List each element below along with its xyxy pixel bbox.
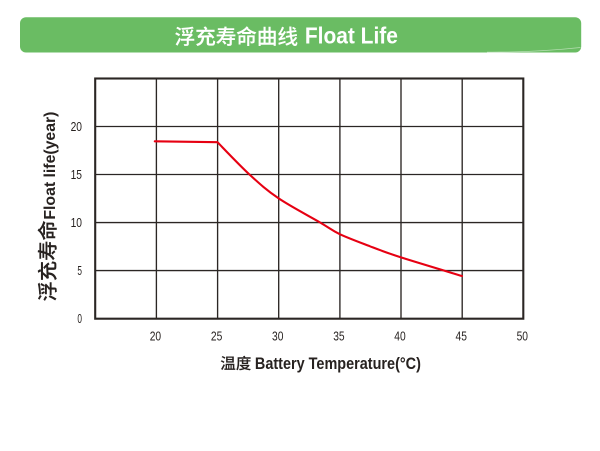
svg-text:Float life(year): Float life(year): [42, 112, 59, 220]
svg-text:20: 20: [71, 119, 82, 134]
svg-text:25: 25: [211, 328, 222, 343]
svg-text:20: 20: [150, 328, 161, 343]
svg-text:10: 10: [71, 215, 82, 230]
svg-text:Float Life: Float Life: [305, 23, 398, 49]
svg-text:30: 30: [272, 328, 283, 343]
svg-text:15: 15: [71, 167, 82, 182]
svg-text:0: 0: [77, 311, 82, 326]
svg-text:45: 45: [456, 328, 467, 343]
svg-text:Battery Temperature(°C): Battery Temperature(°C): [255, 355, 421, 373]
svg-text:40: 40: [394, 328, 405, 343]
svg-text:35: 35: [333, 328, 344, 343]
svg-text:5: 5: [77, 263, 82, 278]
svg-text:50: 50: [517, 328, 528, 343]
